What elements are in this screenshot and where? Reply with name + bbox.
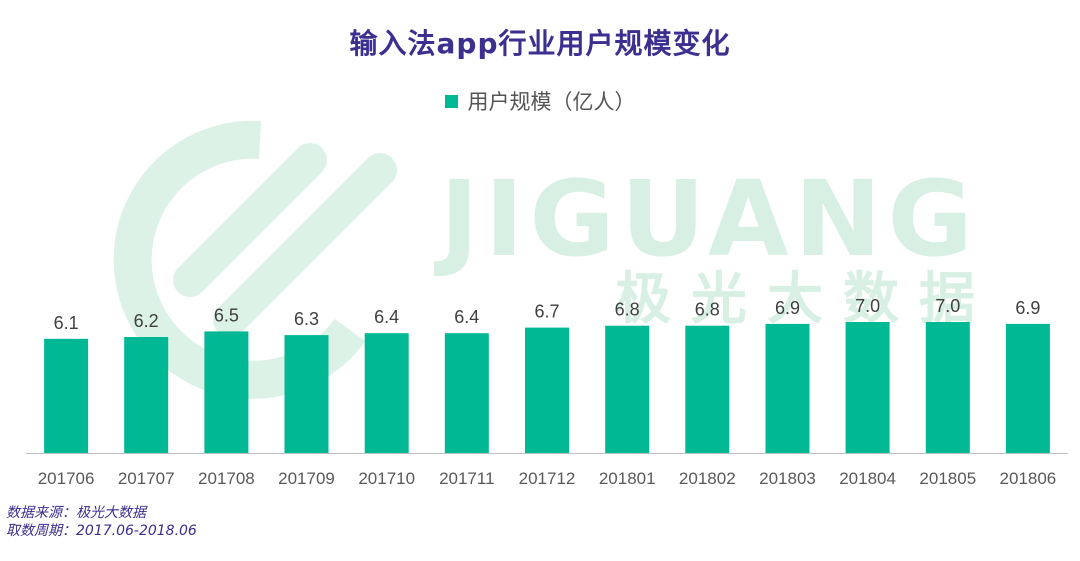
- data-label-201708: 6.5: [214, 305, 239, 325]
- data-label-201803: 6.9: [775, 298, 800, 318]
- data-label-201712: 6.7: [534, 302, 559, 322]
- bar-201806: [1005, 323, 1050, 453]
- x-tick-201805: 201805: [919, 469, 976, 488]
- bar-201707: [124, 337, 169, 453]
- bar-201708: [204, 331, 249, 453]
- source-note: 数据来源：极光大数据: [6, 505, 146, 521]
- x-tick-201801: 201801: [599, 469, 656, 488]
- data-label-201709: 6.3: [294, 309, 319, 329]
- data-label-201801: 6.8: [615, 300, 640, 320]
- chart-title: 输入法app行业用户规模变化: [349, 27, 731, 60]
- x-tick-201803: 201803: [759, 469, 816, 488]
- data-label-201802: 6.8: [695, 300, 720, 320]
- chart-legend: 用户规模（亿人）: [0, 86, 1080, 116]
- x-tick-201711: 201711: [439, 469, 494, 488]
- bar-201711: [444, 333, 489, 453]
- x-tick-201712: 201712: [519, 469, 576, 488]
- x-tick-201802: 201802: [679, 469, 736, 488]
- bar-201804: [845, 322, 890, 453]
- x-tick-201706: 201706: [38, 469, 95, 488]
- x-tick-201708: 201708: [198, 469, 255, 488]
- bar-201706: [44, 338, 89, 453]
- x-tick-201710: 201710: [358, 469, 415, 488]
- data-label-201706: 6.1: [54, 313, 79, 333]
- bar-201801: [605, 325, 650, 453]
- bar-201710: [364, 333, 409, 453]
- data-label-201804: 7.0: [855, 296, 880, 316]
- x-tick-201707: 201707: [118, 469, 175, 488]
- legend-swatch: [444, 94, 458, 108]
- bar-201803: [765, 323, 810, 453]
- bar-201802: [685, 325, 730, 453]
- data-label-201707: 6.2: [134, 311, 159, 331]
- data-label-201806: 6.9: [1015, 298, 1040, 318]
- data-label-201805: 7.0: [935, 296, 960, 316]
- x-tick-201709: 201709: [278, 469, 335, 488]
- x-tick-201804: 201804: [839, 469, 896, 488]
- data-label-201711: 6.4: [454, 307, 479, 327]
- x-tick-201806: 201806: [1000, 469, 1057, 488]
- chart-footer: 数据来源：极光大数据 取数周期：2017.06-2018.06: [6, 504, 197, 540]
- bar-201712: [525, 327, 569, 453]
- data-label-201710: 6.4: [374, 307, 399, 327]
- bar-201805: [925, 322, 970, 453]
- legend-label: 用户规模（亿人）: [467, 90, 636, 114]
- period-note: 取数周期：2017.06-2018.06: [6, 523, 197, 539]
- bar-201709: [284, 335, 329, 453]
